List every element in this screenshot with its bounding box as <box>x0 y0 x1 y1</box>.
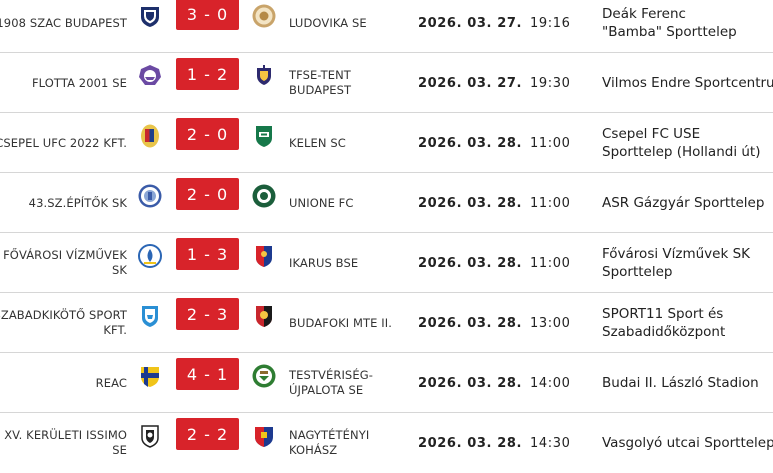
home-team[interactable]: SZABADKIKÖTŐ SPORT KFT. <box>0 308 127 337</box>
match-row[interactable]: 1908 SZAC BUDAPEST 3 - 0 LUDOVIKA SE 202… <box>0 0 773 53</box>
away-team[interactable]: LUDOVIKA SE <box>289 15 367 30</box>
away-team[interactable]: TFSE-TENT BUDAPEST <box>289 68 352 97</box>
match-time: 14:30 <box>530 435 571 451</box>
match-datetime: 2026. 03. 28. 14:30 <box>418 413 571 473</box>
home-team[interactable]: FLOTTA 2001 SE <box>31 75 127 90</box>
match-row[interactable]: CSEPEL UFC 2022 KFT. 2 - 0 KELEN SC 2026… <box>0 113 773 173</box>
kelen-crest-icon <box>251 123 277 149</box>
match-date: 2026. 03. 27. <box>418 75 523 91</box>
match-date: 2026. 03. 28. <box>418 255 523 271</box>
match-time: 11:00 <box>530 255 571 271</box>
tfse-crest-icon <box>251 63 277 89</box>
score-button[interactable]: 1 - 3 <box>176 238 239 270</box>
away-team[interactable]: TESTVÉRISÉG-ÚJPALOTA SE <box>289 368 373 397</box>
match-date: 2026. 03. 27. <box>418 15 523 31</box>
match-datetime: 2026. 03. 27. 19:30 <box>418 53 571 113</box>
unione-crest-icon <box>251 183 277 209</box>
kohasz-crest-icon <box>251 423 277 449</box>
venue: ASR Gázgyár Sporttelep <box>602 195 765 211</box>
venue: Vasgolyó utcai Sporttelep <box>602 435 773 451</box>
venue: Budai II. László Stadion <box>602 375 759 391</box>
away-team[interactable]: BUDAFOKI MTE II. <box>289 315 392 330</box>
venue: Vilmos Endre Sportcentrum <box>602 75 773 91</box>
match-time: 19:30 <box>530 75 571 91</box>
score-button[interactable]: 2 - 0 <box>176 178 239 210</box>
match-time: 11:00 <box>530 135 571 151</box>
match-date: 2026. 03. 28. <box>418 375 523 391</box>
away-team[interactable]: KELEN SC <box>289 135 346 150</box>
home-team[interactable]: CSEPEL UFC 2022 KFT. <box>0 135 127 150</box>
match-row[interactable]: FŐVÁROSI VÍZMŰVEK SK 1 - 3 IKARUS BSE 20… <box>0 233 773 293</box>
match-datetime: 2026. 03. 28. 11:00 <box>418 113 571 173</box>
home-team[interactable]: XV. KERÜLETI ISSIMO SE <box>4 428 127 457</box>
match-date: 2026. 03. 28. <box>418 435 523 451</box>
venue: Fővárosi Vízművek SK Sporttelep <box>602 246 750 280</box>
match-row[interactable]: SZABADKIKÖTŐ SPORT KFT. 2 - 3 BUDAFOKI M… <box>0 293 773 353</box>
match-results-table: 1908 SZAC BUDAPEST 3 - 0 LUDOVIKA SE 202… <box>0 0 773 457</box>
match-date: 2026. 03. 28. <box>418 195 523 211</box>
flotta-crest-icon <box>137 63 163 89</box>
match-time: 19:16 <box>530 15 571 31</box>
home-team[interactable]: 1908 SZAC BUDAPEST <box>0 15 127 30</box>
match-time: 11:00 <box>530 195 571 211</box>
testveriseg-crest-icon <box>251 363 277 389</box>
match-row[interactable]: 43.SZ.ÉPÍTŐK SK 2 - 0 UNIONE FC 2026. 03… <box>0 173 773 233</box>
match-datetime: 2026. 03. 27. 19:16 <box>418 0 571 53</box>
match-row[interactable]: XV. KERÜLETI ISSIMO SE 2 - 2 NAGYTÉTÉNYI… <box>0 413 773 473</box>
match-row[interactable]: FLOTTA 2001 SE 1 - 2 TFSE-TENT BUDAPEST … <box>0 53 773 113</box>
epitok-crest-icon <box>137 183 163 209</box>
match-time: 14:00 <box>530 375 571 391</box>
score-button[interactable]: 3 - 0 <box>176 0 239 30</box>
ludovika-crest-icon <box>251 3 277 29</box>
match-date: 2026. 03. 28. <box>418 315 523 331</box>
szac-crest-icon <box>137 3 163 29</box>
away-team[interactable]: NAGYTÉTÉNYI KOHÁSZ <box>289 428 370 457</box>
match-date: 2026. 03. 28. <box>418 135 523 151</box>
venue: Csepel FC USE Sporttelep (Hollandi út) <box>602 126 761 160</box>
reac-crest-icon <box>137 363 163 389</box>
score-button[interactable]: 2 - 0 <box>176 118 239 150</box>
away-team[interactable]: UNIONE FC <box>289 195 354 210</box>
away-team[interactable]: IKARUS BSE <box>289 255 359 270</box>
score-button[interactable]: 2 - 3 <box>176 298 239 330</box>
match-time: 13:00 <box>530 315 571 331</box>
venue: Deák Ferenc "Bamba" Sporttelep <box>602 6 737 40</box>
home-team[interactable]: 43.SZ.ÉPÍTŐK SK <box>28 195 127 210</box>
score-button[interactable]: 4 - 1 <box>176 358 239 390</box>
match-datetime: 2026. 03. 28. 14:00 <box>418 353 571 413</box>
vizmuvek-crest-icon <box>137 243 163 269</box>
home-team[interactable]: FŐVÁROSI VÍZMŰVEK SK <box>3 248 127 277</box>
szabadkikoto-crest-icon <box>137 303 163 329</box>
issimo-crest-icon <box>137 423 163 449</box>
match-datetime: 2026. 03. 28. 11:00 <box>418 173 571 233</box>
match-datetime: 2026. 03. 28. 13:00 <box>418 293 571 353</box>
ikarus-crest-icon <box>251 243 277 269</box>
match-row[interactable]: REAC 4 - 1 TESTVÉRISÉG-ÚJPALOTA SE 2026.… <box>0 353 773 413</box>
home-team[interactable]: REAC <box>95 375 127 390</box>
venue: SPORT11 Sport és Szabadidőközpont <box>602 306 726 340</box>
budafoki-crest-icon <box>251 303 277 329</box>
csepel-crest-icon <box>137 123 163 149</box>
score-button[interactable]: 2 - 2 <box>176 418 239 450</box>
score-button[interactable]: 1 - 2 <box>176 58 239 90</box>
match-datetime: 2026. 03. 28. 11:00 <box>418 233 571 293</box>
